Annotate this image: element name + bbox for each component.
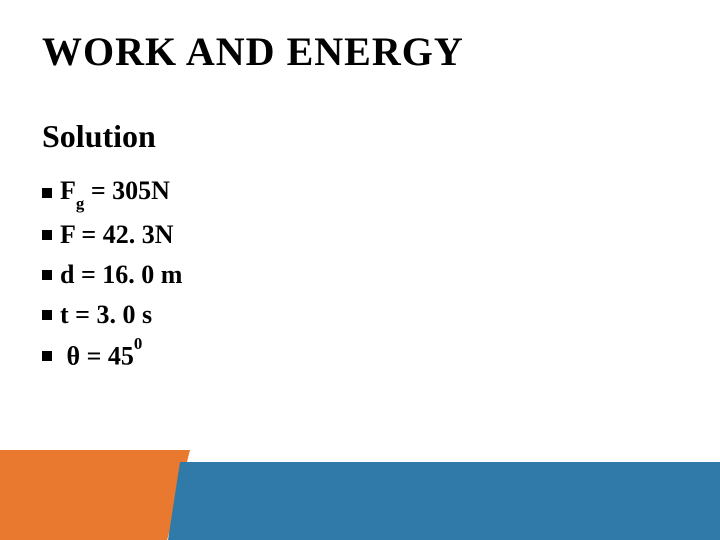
list-item-text: F = 42. 3N (60, 220, 174, 250)
list-item-text: d = 16. 0 m (60, 260, 182, 290)
theta-mid: = 45 (80, 342, 134, 371)
bullet-icon (42, 351, 52, 361)
list-item-text: t = 3. 0 s (60, 300, 152, 330)
list-item-t: t = 3. 0 s (42, 300, 182, 330)
list-item-f: F = 42. 3N (42, 220, 182, 250)
list-item-text: Fg = 305N (60, 176, 170, 210)
theta-symbol: θ (67, 342, 81, 371)
given-values-list: Fg = 305N F = 42. 3N d = 16. 0 m t = 3. … (42, 176, 182, 382)
list-item-theta: θ = 450 (42, 340, 182, 372)
bullet-icon (42, 310, 52, 320)
slide-subtitle: Solution (42, 118, 156, 155)
theta-superscript: 0 (134, 334, 142, 353)
bullet-icon (42, 188, 52, 198)
fg-prefix: F (60, 176, 76, 205)
slide: WORK AND ENERGY Solution Fg = 305N F = 4… (0, 0, 720, 540)
fg-rest: = 305N (84, 176, 170, 205)
list-item-fg: Fg = 305N (42, 176, 182, 210)
list-item-d: d = 16. 0 m (42, 260, 182, 290)
slide-title: WORK AND ENERGY (42, 28, 464, 75)
fg-subscript: g (76, 194, 84, 213)
footer-accent-orange (0, 450, 190, 540)
bullet-icon (42, 270, 52, 280)
bullet-icon (42, 230, 52, 240)
footer-accent-blue (168, 462, 720, 540)
list-item-text: θ = 450 (60, 340, 142, 372)
